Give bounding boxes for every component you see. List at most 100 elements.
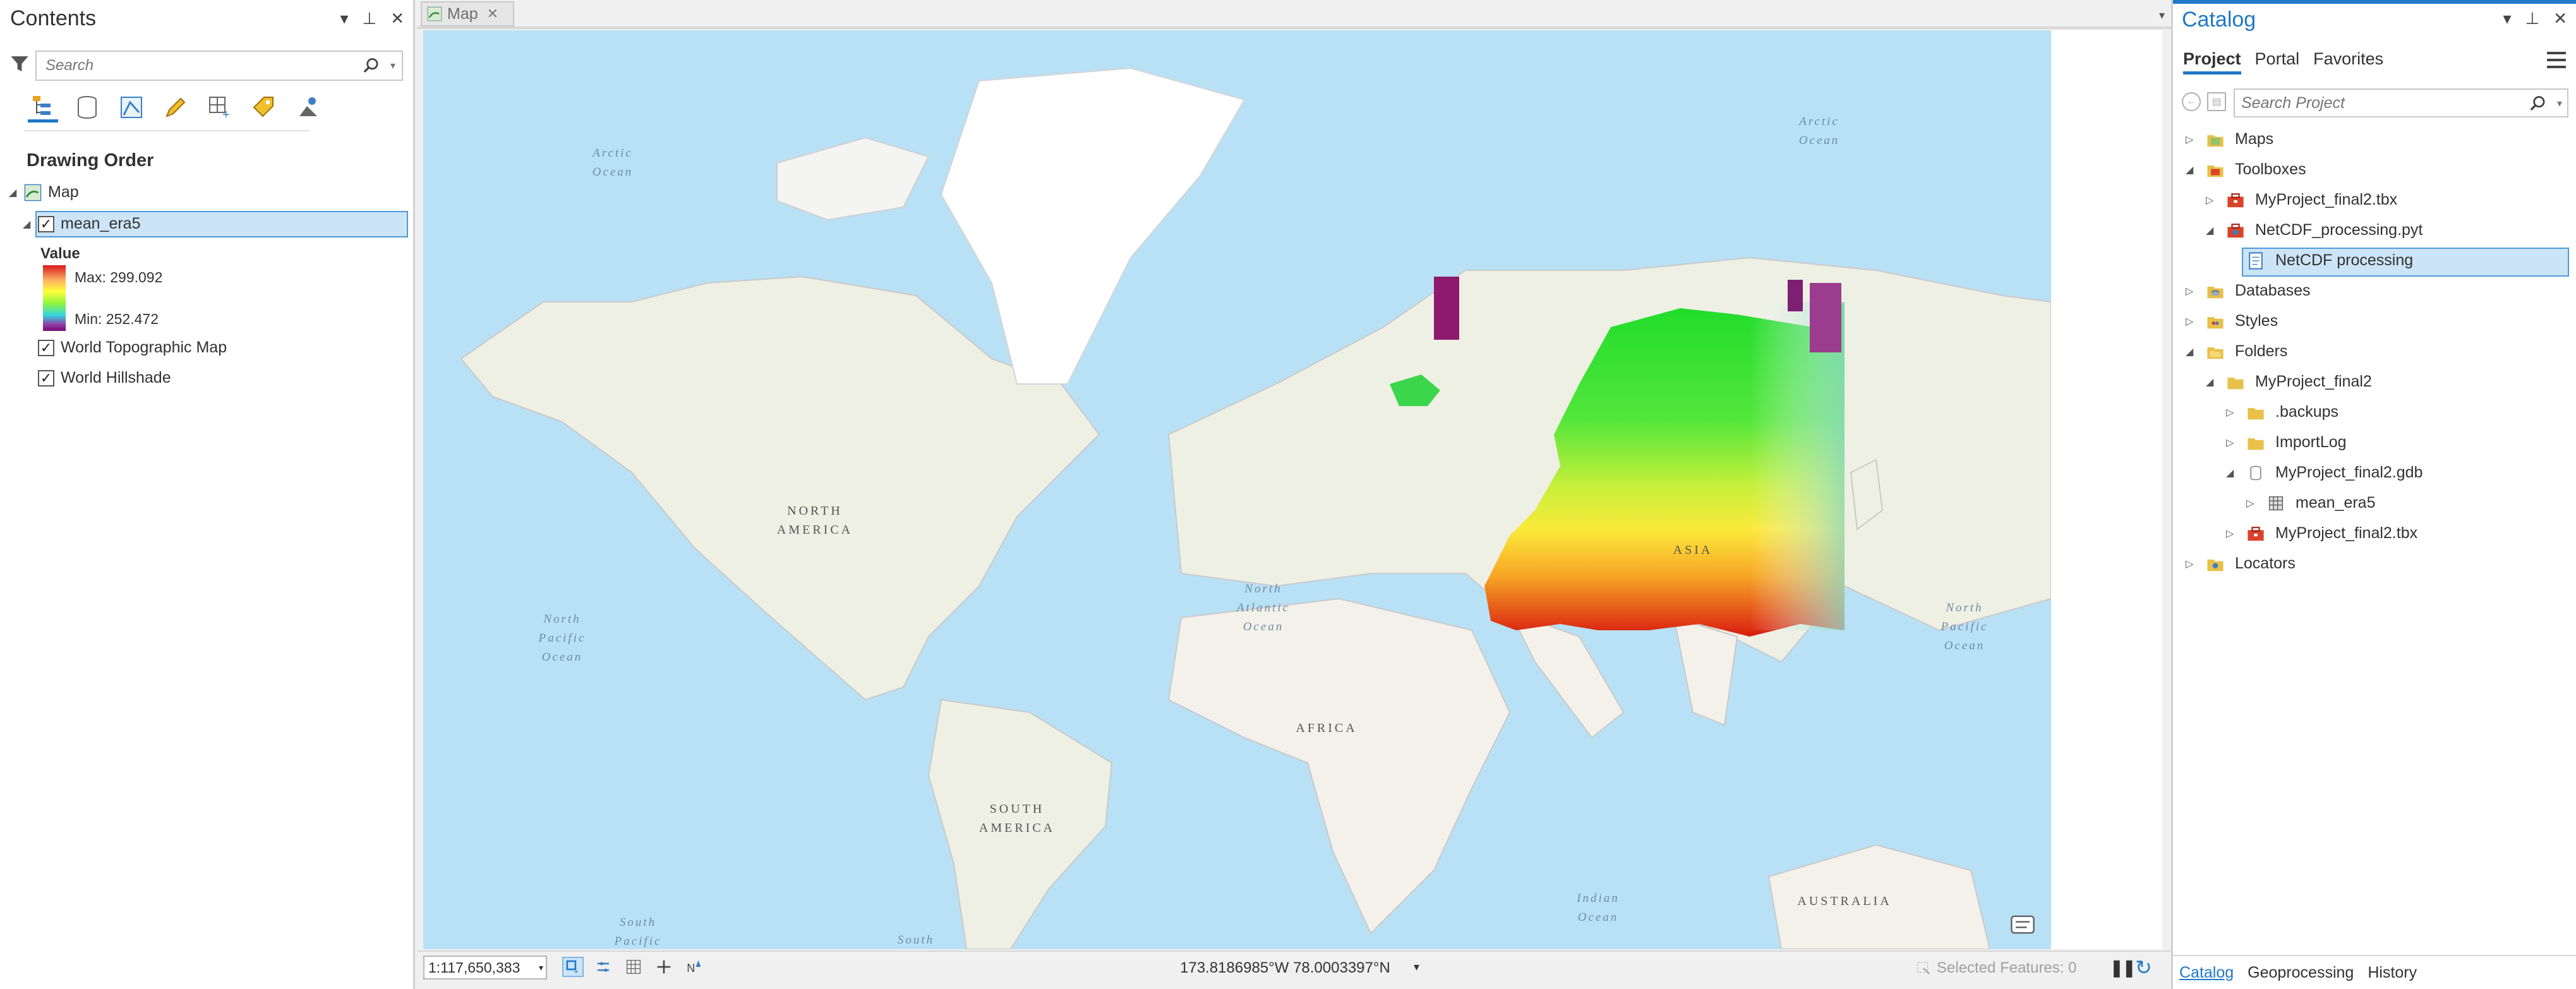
- collapse-triangle-icon[interactable]: ◢: [2186, 164, 2194, 176]
- catalog-item-myproject-folder[interactable]: ◢ MyProject_final2: [2206, 373, 2372, 391]
- scale-selector[interactable]: 1:117,650,383 ▾: [423, 956, 547, 980]
- search-icon[interactable]: [363, 57, 380, 75]
- list-by-editing-icon[interactable]: [160, 92, 191, 123]
- collapse-triangle-icon[interactable]: ◢: [2226, 467, 2234, 479]
- expand-triangle-icon[interactable]: ▷: [2246, 498, 2254, 509]
- layer-visibility-checkbox[interactable]: ✓: [38, 215, 54, 232]
- catalog-item-backups[interactable]: ▷ .backups: [2226, 403, 2338, 421]
- search-options-icon[interactable]: ▾: [390, 61, 395, 71]
- map-label-south-pacific: South Pacific: [614, 916, 662, 948]
- close-tab-icon[interactable]: ✕: [486, 6, 499, 21]
- fixed-zoom-icon[interactable]: +: [562, 957, 584, 977]
- catalog-pane-controls: ▾ ⊥ ✕: [2503, 9, 2567, 28]
- contents-search-input[interactable]: [37, 52, 346, 80]
- catalog-item-label: .backups: [2275, 403, 2339, 421]
- catalog-item-folders[interactable]: ◢ Folders: [2186, 342, 2287, 361]
- list-by-drawing-order-icon[interactable]: [28, 92, 58, 123]
- pane-options-icon[interactable]: ▾: [2503, 9, 2512, 28]
- collapse-triangle-icon[interactable]: ◢: [2186, 346, 2194, 357]
- catalog-item-mean-era5[interactable]: ▷ mean_era5: [2246, 494, 2375, 512]
- catalog-item-locators[interactable]: ▷ Locators: [2186, 554, 2296, 573]
- list-by-labeling-icon[interactable]: [249, 92, 279, 123]
- layer-row-mean-era5[interactable]: ◢ ✓ mean_era5: [23, 215, 140, 233]
- list-by-selection-icon[interactable]: [116, 92, 147, 123]
- tab-catalog[interactable]: Catalog: [2179, 963, 2234, 981]
- view-tab-bar: Map ✕ ▾: [417, 0, 2171, 29]
- search-icon[interactable]: [2529, 95, 2547, 112]
- map-label-africa: AFRICA: [1296, 721, 1357, 735]
- collapse-triangle-icon[interactable]: ◢: [2206, 376, 2214, 388]
- layer-visibility-checkbox[interactable]: ✓: [38, 369, 54, 387]
- map-node[interactable]: ◢ Map: [9, 183, 79, 201]
- catalog-item-netcdf-processing-tool[interactable]: NetCDF processing: [2245, 251, 2413, 270]
- chevron-down-icon[interactable]: ▾: [538, 962, 543, 973]
- layer-name: mean_era5: [61, 215, 141, 232]
- catalog-search-box[interactable]: ▾: [2234, 88, 2568, 117]
- home-icon[interactable]: ▤: [2207, 92, 2226, 111]
- iceland-raster: [1390, 375, 1440, 406]
- close-icon[interactable]: ✕: [2553, 9, 2567, 28]
- catalog-item-netcdf-pyt[interactable]: ◢ NetCDF_processing.pyt: [2206, 221, 2423, 239]
- view-navigation-tools: + N: [562, 957, 705, 977]
- expand-triangle-icon[interactable]: ▷: [2226, 407, 2234, 418]
- layer-visibility-checkbox[interactable]: ✓: [38, 339, 54, 356]
- expand-triangle-icon[interactable]: ▷: [2186, 316, 2194, 327]
- catalog-item-myproject-tbx[interactable]: ▷ MyProject_final2.tbx: [2206, 191, 2397, 209]
- collapse-triangle-icon[interactable]: ◢: [9, 187, 17, 198]
- close-icon[interactable]: ✕: [390, 9, 404, 28]
- pin-icon[interactable]: ⊥: [2525, 9, 2540, 28]
- expand-triangle-icon[interactable]: ▷: [2206, 195, 2214, 206]
- navigator-icon[interactable]: [2009, 911, 2037, 938]
- pause-drawing-icon[interactable]: ❚❚: [2110, 958, 2136, 977]
- catalog-item-toolboxes[interactable]: ◢ Toolboxes: [2186, 160, 2306, 179]
- catalog-item-label: MyProject_final2.gdb: [2275, 464, 2423, 481]
- tab-project[interactable]: Project: [2183, 49, 2241, 75]
- list-by-perspective-imagery-icon[interactable]: [293, 92, 323, 123]
- chevron-down-icon[interactable]: ▾: [1414, 961, 1420, 973]
- maps-icon: [2205, 131, 2226, 148]
- contents-search-box[interactable]: ▾: [35, 51, 403, 81]
- map-label-north-america: NORTH AMERICA: [776, 504, 853, 537]
- tab-history[interactable]: History: [2368, 963, 2417, 981]
- pin-icon[interactable]: ⊥: [362, 9, 377, 28]
- active-pane-accent: [2173, 0, 2576, 4]
- catalog-search-input[interactable]: [2235, 90, 2513, 116]
- menu-icon[interactable]: [2547, 52, 2566, 68]
- map-label-australia: AUSTRALIA: [1797, 894, 1892, 908]
- tab-overflow-icon[interactable]: ▾: [2158, 9, 2165, 21]
- map-canvas[interactable]: Arctic Ocean Arctic Ocean NORTH AMERICA Nor…: [423, 30, 2051, 949]
- north-arrow-icon[interactable]: N: [683, 957, 705, 977]
- raster-east-tint: [1750, 302, 1845, 630]
- expand-triangle-icon[interactable]: ▷: [2186, 134, 2194, 145]
- crosshair-icon[interactable]: [653, 957, 675, 977]
- catalog-item-databases[interactable]: ▷ Databases: [2186, 282, 2311, 300]
- map-label-north-atlantic: North Atlantic Ocean: [1236, 582, 1291, 633]
- collapse-triangle-icon[interactable]: ◢: [2206, 225, 2214, 236]
- refresh-icon[interactable]: ↻: [2135, 956, 2152, 979]
- search-options-icon[interactable]: ▾: [2556, 99, 2562, 109]
- grid-icon[interactable]: [623, 957, 644, 977]
- list-by-snapping-icon[interactable]: +: [205, 92, 235, 123]
- layer-row-world-topographic-map[interactable]: ✓ World Topographic Map: [38, 339, 227, 357]
- filter-icon[interactable]: [9, 53, 30, 75]
- catalog-item-gdb[interactable]: ◢ MyProject_final2.gdb: [2226, 464, 2423, 482]
- tab-portal[interactable]: Portal: [2254, 49, 2300, 68]
- expand-triangle-icon[interactable]: ▷: [2186, 558, 2194, 570]
- catalog-item-myproject-tbx-2[interactable]: ▷ MyProject_final2.tbx: [2226, 524, 2417, 542]
- back-icon[interactable]: ←: [2182, 92, 2201, 111]
- tab-map[interactable]: Map ✕: [421, 1, 514, 27]
- selected-features-indicator[interactable]: Selected Features: 0: [1915, 959, 2076, 977]
- map-rotation-icon[interactable]: [593, 957, 614, 977]
- catalog-item-maps[interactable]: ▷ Maps: [2186, 130, 2273, 148]
- pane-options-icon[interactable]: ▾: [340, 9, 349, 28]
- list-by-data-source-icon[interactable]: [72, 92, 102, 123]
- layer-row-world-hillshade[interactable]: ✓ World Hillshade: [38, 369, 171, 387]
- catalog-item-importlog[interactable]: ▷ ImportLog: [2226, 433, 2347, 452]
- expand-triangle-icon[interactable]: ▷: [2226, 528, 2234, 539]
- expand-triangle-icon[interactable]: ▷: [2226, 437, 2234, 448]
- tab-geoprocessing[interactable]: Geoprocessing: [2248, 963, 2354, 981]
- collapse-triangle-icon[interactable]: ◢: [23, 219, 31, 230]
- catalog-item-styles[interactable]: ▷ Styles: [2186, 312, 2278, 330]
- expand-triangle-icon[interactable]: ▷: [2186, 285, 2194, 297]
- tab-favorites[interactable]: Favorites: [2313, 49, 2384, 68]
